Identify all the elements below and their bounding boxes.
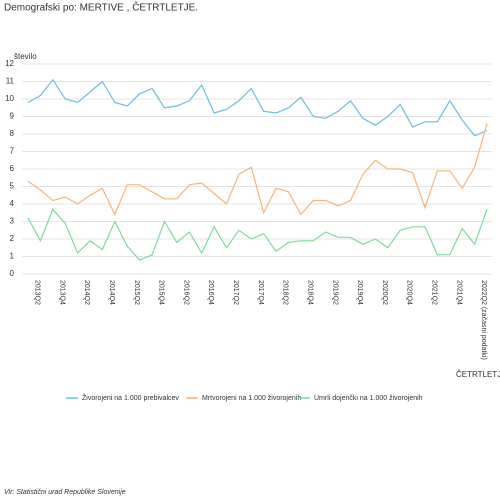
y-tick-label: 4 bbox=[10, 199, 15, 208]
x-tick-label: 2022Q2 (začasni podatki) bbox=[480, 280, 487, 360]
x-tick-label: 2021Q4 bbox=[455, 280, 462, 305]
legend-label: Umrli dojenčki na 1.000 živorojenih bbox=[314, 395, 423, 402]
y-tick-label: 9 bbox=[10, 112, 15, 121]
x-tick-label: 2013Q4 bbox=[58, 280, 65, 305]
y-tick-label: 12 bbox=[5, 59, 14, 68]
y-tick-label: 5 bbox=[10, 182, 15, 191]
y-tick-label: 2 bbox=[10, 234, 15, 243]
y-tick-label: 8 bbox=[10, 129, 15, 138]
x-tick-label: 2017Q4 bbox=[257, 280, 264, 305]
source: Vir: Statistični urad Republike Slovenij… bbox=[4, 489, 126, 496]
x-tick-label: 2019Q4 bbox=[356, 280, 363, 305]
x-tick-label: 2020Q2 bbox=[381, 280, 388, 305]
y-tick-label: 7 bbox=[10, 147, 15, 156]
x-tick-label: 2017Q2 bbox=[232, 280, 239, 305]
x-tick-label: 2014Q2 bbox=[83, 280, 90, 305]
x-axis-label: ČETRTLETJE bbox=[456, 370, 500, 379]
x-tick-label: 2018Q4 bbox=[306, 280, 313, 305]
y-axis-label: število bbox=[14, 52, 37, 61]
y-tick-label: 3 bbox=[10, 217, 15, 226]
x-tick-label: 2015Q4 bbox=[158, 280, 165, 305]
x-tick-label: 2016Q2 bbox=[182, 280, 189, 305]
y-tick-label: 1 bbox=[10, 252, 15, 261]
x-tick-label: 2016Q4 bbox=[207, 280, 214, 305]
x-tick-label: 2021Q2 bbox=[431, 280, 438, 305]
x-tick-label: 2013Q2 bbox=[34, 280, 41, 305]
x-tick-label: 2019Q2 bbox=[331, 280, 338, 305]
y-tick-label: 6 bbox=[10, 164, 15, 173]
x-tick-label: 2015Q2 bbox=[133, 280, 140, 305]
series-line bbox=[27, 208, 488, 261]
x-tick-label: 2018Q2 bbox=[282, 280, 289, 305]
y-tick-label: 10 bbox=[5, 94, 14, 103]
chart-title: Demografski po: MERTIVE , ČETRTLETJE. bbox=[4, 1, 198, 14]
x-tick-label: 2014Q4 bbox=[108, 280, 115, 305]
y-tick-label: 0 bbox=[10, 269, 15, 278]
series-line bbox=[27, 123, 488, 216]
x-tick-label: 2020Q4 bbox=[406, 280, 413, 305]
legend-label: Živorojeni na 1.000 prebivalcev bbox=[82, 393, 179, 402]
series-line bbox=[27, 78, 488, 137]
legend-label: Mrtvorojeni na 1.000 živorojenih bbox=[202, 395, 301, 402]
y-tick-label: 11 bbox=[6, 77, 15, 86]
